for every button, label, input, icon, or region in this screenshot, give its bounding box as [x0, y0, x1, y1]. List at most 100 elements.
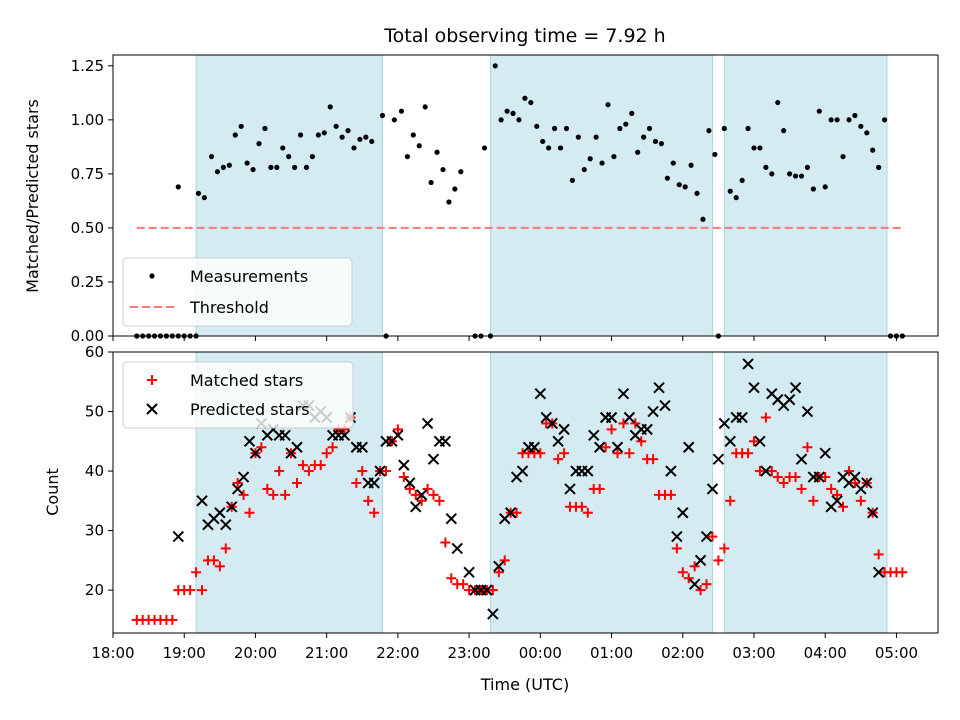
bottom-series-0-point-45	[398, 472, 409, 483]
bottom-series-1-point-54	[516, 465, 529, 477]
bottom-series-1-point-79	[665, 465, 677, 477]
bottom-series-1-point-84	[694, 554, 707, 567]
bottom-series-0-point-108	[772, 472, 783, 483]
legend-matched-marker	[147, 375, 157, 385]
top-series-0-point-91	[676, 182, 682, 188]
top-series-0-point-72	[563, 125, 570, 132]
top-series-0-point-95	[700, 216, 706, 222]
bottom-series-0-point-103	[743, 448, 754, 459]
x-axis-label: Time (UTC)	[480, 675, 569, 694]
bottom-series-1-point-8	[237, 471, 250, 483]
bottom-series-0-point-22	[262, 483, 273, 494]
top-y-axis-label: Matched/Predicted stars	[23, 99, 42, 293]
top-ytick-label-2: 0.50	[71, 219, 104, 237]
bottom-series-0-point-80	[606, 424, 617, 435]
top-series-0-point-118	[834, 117, 840, 123]
bottom-series-0-point-25	[280, 489, 291, 500]
top-series-0-point-30	[303, 164, 310, 170]
top-series-0-point-82	[623, 121, 629, 127]
bottom-series-0-point-91	[671, 543, 682, 554]
top-series-0-point-12	[195, 190, 202, 196]
bottom-series-1-point-105	[819, 447, 831, 459]
bottom-series-0-point-85	[636, 436, 647, 447]
bottom-series-1-point-104	[813, 471, 826, 483]
count-panel: 20 30 40 50 60 18:00 19:00 20:00 21:00 22:00 23:0…	[43, 343, 939, 694]
top-series-0-point-13	[201, 195, 208, 201]
bottom-series-1-point-5	[220, 518, 232, 531]
bottom-axes-frame	[112, 351, 939, 634]
bottom-series-0-point-94	[689, 561, 700, 572]
bottom-series-1-point-6	[225, 501, 238, 513]
top-series-0-point-71	[557, 145, 564, 151]
top-axes-frame	[112, 54, 939, 337]
bottom-series-1-point-86	[706, 483, 719, 495]
bottom-series-0-point-28	[297, 460, 308, 471]
top-series-0-point-32	[315, 132, 321, 138]
xtick-label-2: 20:00	[234, 644, 277, 662]
bottom-series-0-point-106	[760, 412, 771, 423]
bottom-legend: Matched stars Predicted stars	[122, 361, 354, 429]
bottom-series-0-point-13	[208, 555, 219, 566]
bottom-series-0-point-72	[559, 448, 570, 459]
bottom-series-1-point-100	[789, 382, 802, 394]
bottom-series-1-point-92	[742, 358, 754, 370]
bottom-series-1-point-110	[849, 471, 861, 483]
xtick-label-8: 02:00	[661, 644, 704, 662]
bottom-series-1-point-45	[463, 566, 475, 578]
bottom-series-1-point-50	[493, 560, 505, 573]
top-series-0-point-101	[733, 195, 739, 201]
bottom-shade-1	[489, 351, 713, 634]
top-ytick-label-3: 0.75	[71, 165, 104, 183]
bottom-series-0-point-114	[808, 495, 819, 506]
top-series-0-point-11	[175, 184, 181, 190]
top-y-ticks: 0.00 0.25 0.50 0.75 1.00 1.25	[71, 57, 113, 345]
bottom-series-0-point-93	[683, 573, 694, 584]
top-series-0-point-80	[611, 153, 617, 160]
bottom-series-1-point-88	[718, 417, 731, 430]
bottom-ytick-label-3: 50	[85, 403, 104, 421]
bottom-ytick-label-0: 20	[85, 581, 104, 599]
bottom-series-0-point-87	[648, 454, 659, 465]
top-series-0-point-85	[641, 134, 647, 140]
top-series-0-point-60	[492, 63, 498, 69]
top-series-0-point-114	[810, 186, 816, 192]
top-series-0-point-14	[208, 153, 215, 160]
bottom-series-0-point-120	[843, 466, 854, 477]
chart-title: Total observing time = 7.92 h	[383, 25, 665, 47]
bottom-series-1-point-75	[641, 423, 653, 436]
bottom-series-0-point-64	[511, 507, 522, 518]
top-ytick-label-4: 1.00	[71, 111, 104, 129]
bottom-series-1-point-10	[249, 447, 262, 459]
xtick-label-5: 23:00	[447, 644, 490, 662]
top-shade-2	[723, 54, 888, 337]
top-series-0-point-69	[546, 145, 552, 151]
bottom-series-0-point-60	[487, 585, 498, 596]
top-x-ticks	[112, 336, 897, 341]
top-series-0-point-55	[458, 169, 464, 175]
top-series-0-point-54	[452, 186, 458, 192]
bottom-series-0-point-38	[357, 466, 368, 477]
top-series-0-point-105	[757, 145, 763, 151]
bottom-series-0-point-75	[576, 501, 587, 512]
top-series-0-point-76	[587, 156, 593, 162]
top-series-0-point-62	[504, 108, 510, 114]
bottom-series-1-point-59	[546, 417, 558, 430]
bottom-series-1-point-101	[795, 453, 808, 465]
bottom-series-0-point-68	[535, 448, 546, 459]
top-series-0-point-46	[404, 153, 410, 160]
xtick-label-4: 22:00	[376, 644, 419, 662]
bottom-series-1-point-82	[683, 441, 695, 453]
legend-threshold-label: Threshold	[189, 298, 269, 317]
top-series-0-point-116	[822, 184, 828, 190]
top-observing-intervals	[195, 54, 888, 337]
bottom-series-1-point-95	[760, 465, 772, 477]
top-series-0-point-34	[327, 104, 333, 110]
top-series-0-point-75	[581, 166, 587, 173]
top-series-0-point-120	[846, 117, 852, 123]
bottom-series-0-point-32	[321, 448, 332, 459]
top-series-0-point-66	[528, 99, 534, 106]
top-series-0-point-44	[391, 117, 397, 123]
bottom-series-1-point-91	[736, 411, 748, 424]
bottom-series-0-point-40	[369, 507, 380, 518]
bottom-series-0-point-27	[291, 477, 302, 488]
